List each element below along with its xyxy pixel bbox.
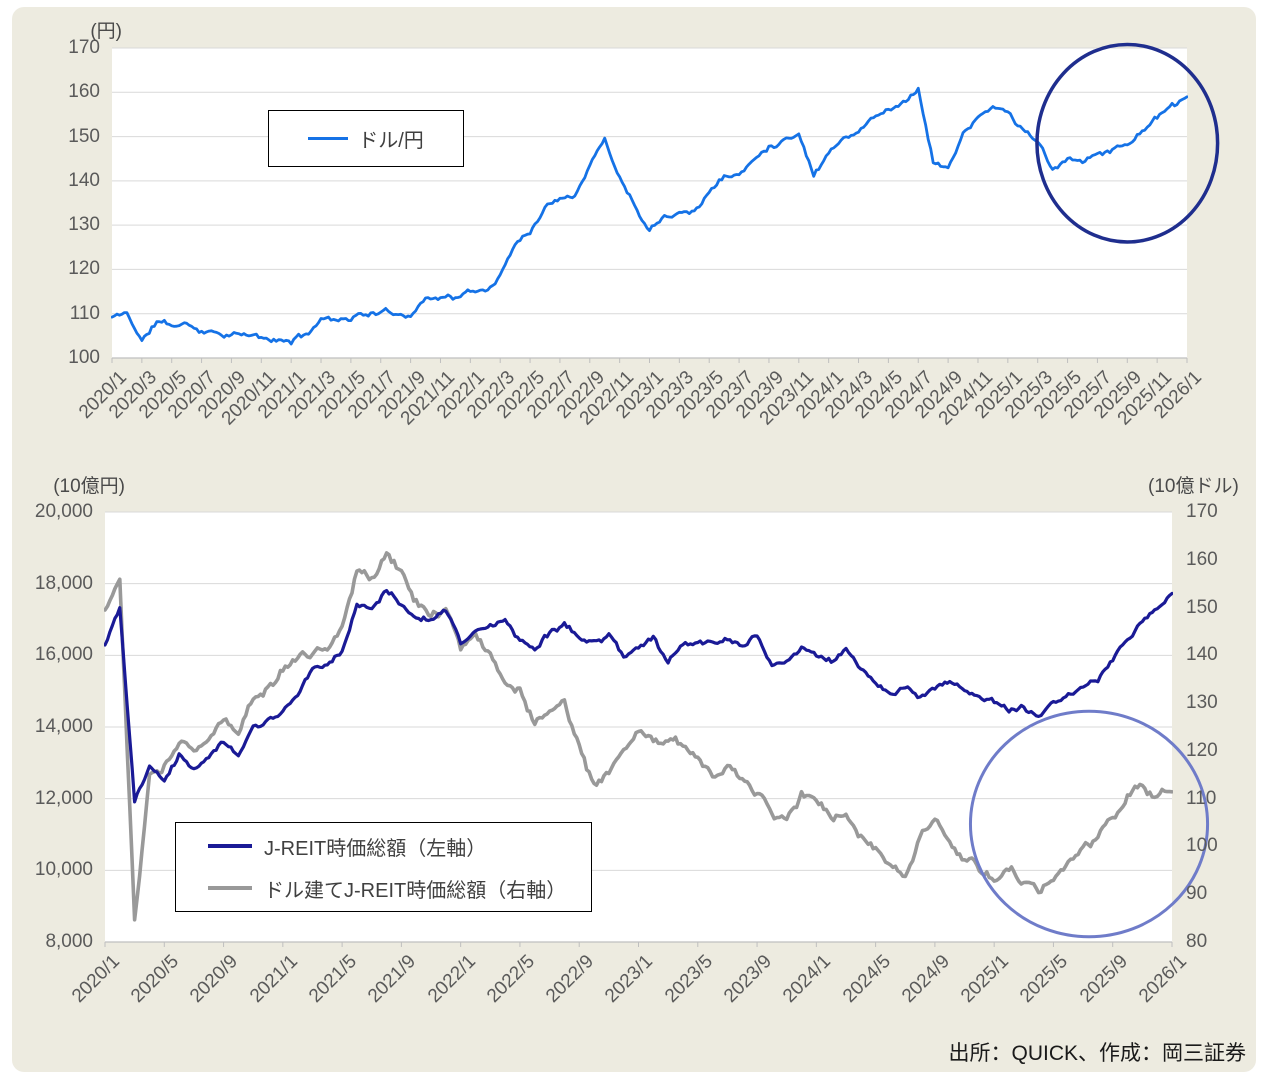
bottom-chart-left-unit-label: (10億円) bbox=[53, 476, 125, 497]
jreit-usd-legend-label: ドル建てJ-REIT時価総額（右軸） bbox=[264, 879, 567, 902]
usdjpy-legend: ドル/円 bbox=[268, 110, 464, 167]
jreit-legend-label: J-REIT時価総額（左軸） bbox=[264, 837, 487, 860]
jreit-usd-legend-line-sample bbox=[208, 886, 252, 890]
top-chart-unit-label: (円) bbox=[90, 21, 122, 42]
usdjpy-legend-line-sample bbox=[308, 137, 349, 140]
legend-row-jreit-usd: ドル建てJ-REIT時価総額（右軸） bbox=[208, 874, 591, 903]
legend-row-jreit: J-REIT時価総額（左軸） bbox=[208, 832, 591, 861]
bottom-chart-right-unit-label: (10億ドル) bbox=[1148, 476, 1239, 497]
jreit-legend: J-REIT時価総額（左軸） ドル建てJ-REIT時価総額（右軸） bbox=[175, 822, 592, 912]
source-note: 出所：QUICK、作成：岡三証券 bbox=[948, 1042, 1246, 1065]
jreit-legend-line-sample bbox=[208, 844, 252, 848]
usdjpy-legend-label: ドル/円 bbox=[358, 130, 424, 152]
